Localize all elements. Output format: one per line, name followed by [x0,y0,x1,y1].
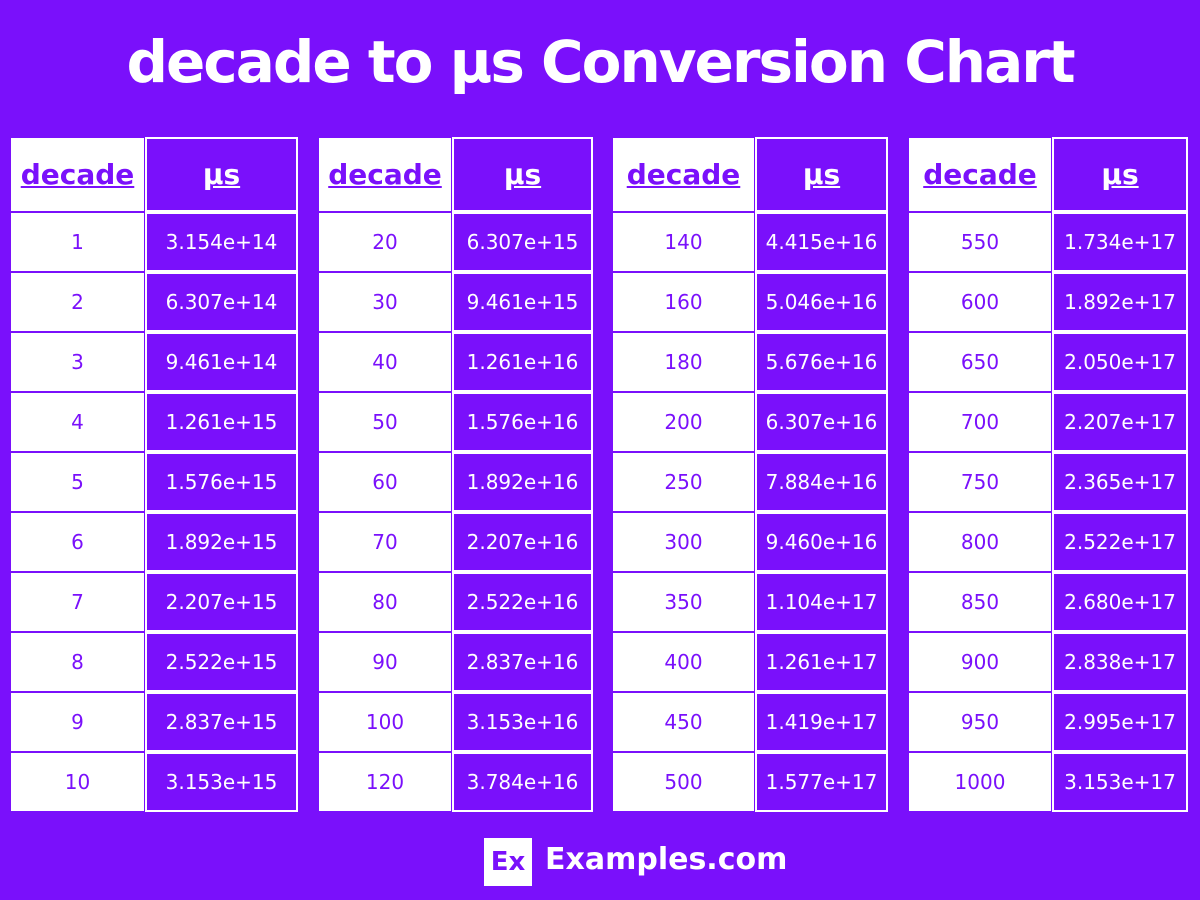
cell: 100 [318,692,452,752]
cell: 2.207e+16 [452,512,593,572]
cell: 850 [908,572,1052,632]
cell: 1.104e+17 [755,572,888,632]
cell: 750 [908,452,1052,512]
header-cell: μs [145,137,298,212]
cell: 1.419e+17 [755,692,888,752]
cell: 90 [318,632,452,692]
cell: 1.261e+15 [145,392,298,452]
cell: 2.050e+17 [1052,332,1188,392]
cell: 5.676e+16 [755,332,888,392]
header-cell: μs [1052,137,1188,212]
cell: 6.307e+15 [452,212,593,272]
cell: 180 [612,332,755,392]
cell: 70 [318,512,452,572]
cell: 1 [10,212,145,272]
cell: 6.307e+14 [145,272,298,332]
cell: 1.892e+15 [145,512,298,572]
cell: 5 [10,452,145,512]
cell: 80 [318,572,452,632]
cell: 2.522e+16 [452,572,593,632]
cell: 4.415e+16 [755,212,888,272]
cell: 200 [612,392,755,452]
cell: 550 [908,212,1052,272]
cell: 30 [318,272,452,332]
cell: 3.153e+16 [452,692,593,752]
cell: 1000 [908,752,1052,812]
header-cell: decade [318,137,452,212]
cell: 3.154e+14 [145,212,298,272]
cell: 3.784e+16 [452,752,593,812]
header-cell: decade [10,137,145,212]
cell: 9.461e+14 [145,332,298,392]
brand: Examples.com [545,842,788,877]
cell: 10 [10,752,145,812]
cell: 160 [612,272,755,332]
cell: 300 [612,512,755,572]
cell: 350 [612,572,755,632]
cell: 2.680e+17 [1052,572,1188,632]
cell: 2.522e+17 [1052,512,1188,572]
cell: 120 [318,752,452,812]
cell: 9.461e+15 [452,272,593,332]
cell: 650 [908,332,1052,392]
cell: 800 [908,512,1052,572]
header-cell: decade [612,137,755,212]
cell: 1.261e+16 [452,332,593,392]
cell: 700 [908,392,1052,452]
cell: 1.576e+15 [145,452,298,512]
cell: 40 [318,332,452,392]
title: decade to μs Conversion Chart [126,28,1075,96]
cell: 2.837e+15 [145,692,298,752]
header-cell: μs [755,137,888,212]
cell: 7.884e+16 [755,452,888,512]
cell: 50 [318,392,452,452]
cell: 600 [908,272,1052,332]
cell: 9 [10,692,145,752]
header-cell: μs [452,137,593,212]
cell: 9.460e+16 [755,512,888,572]
cell: 6 [10,512,145,572]
cell: 2.995e+17 [1052,692,1188,752]
cell: 4 [10,392,145,452]
cell: 500 [612,752,755,812]
cell: 3 [10,332,145,392]
cell: 2.522e+15 [145,632,298,692]
logo: Ex [484,838,532,886]
cell: 1.892e+17 [1052,272,1188,332]
cell: 3.153e+15 [145,752,298,812]
cell: 8 [10,632,145,692]
cell: 400 [612,632,755,692]
cell: 1.892e+16 [452,452,593,512]
cell: 2.365e+17 [1052,452,1188,512]
cell: 7 [10,572,145,632]
cell: 1.261e+17 [755,632,888,692]
cell: 950 [908,692,1052,752]
cell: 250 [612,452,755,512]
cell: 2.837e+16 [452,632,593,692]
cell: 900 [908,632,1052,692]
cell: 2.207e+17 [1052,392,1188,452]
cell: 5.046e+16 [755,272,888,332]
cell: 2.838e+17 [1052,632,1188,692]
cell: 20 [318,212,452,272]
cell: 1.577e+17 [755,752,888,812]
cell: 2.207e+15 [145,572,298,632]
cell: 60 [318,452,452,512]
cell: 1.734e+17 [1052,212,1188,272]
cell: 450 [612,692,755,752]
header-cell: decade [908,137,1052,212]
cell: 1.576e+16 [452,392,593,452]
cell: 140 [612,212,755,272]
cell: 3.153e+17 [1052,752,1188,812]
cell: 2 [10,272,145,332]
cell: 6.307e+16 [755,392,888,452]
